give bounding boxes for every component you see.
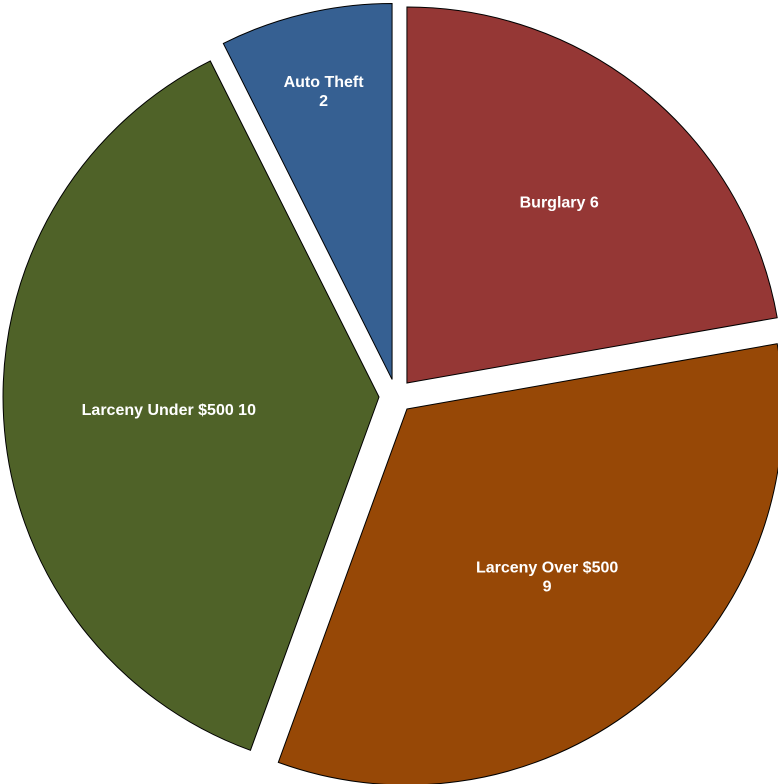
slice-label-burglary: Burglary 6 — [520, 195, 599, 212]
slice-label-line: Auto Theft — [284, 74, 365, 91]
slice-burglary — [406, 6, 778, 384]
slice-auto-theft — [222, 2, 393, 380]
slice-label-auto-theft: Auto Theft 2 — [284, 74, 365, 110]
slice-label-line: Larceny Over $500 — [476, 560, 618, 577]
slice-label-line: 2 — [319, 93, 328, 110]
slice-label-line: Larceny Under $500 10 — [82, 402, 256, 419]
slice-label-line: 9 — [543, 579, 552, 596]
slice-label-larceny-over-500: Larceny Over $500 9 — [476, 560, 618, 596]
slice-label-larceny-under-500: Larceny Under $500 10 — [82, 402, 256, 419]
slice-larceny-under-500 — [2, 60, 380, 751]
slice-larceny-over-500 — [277, 343, 778, 784]
slice-label-line: Burglary 6 — [520, 195, 599, 212]
